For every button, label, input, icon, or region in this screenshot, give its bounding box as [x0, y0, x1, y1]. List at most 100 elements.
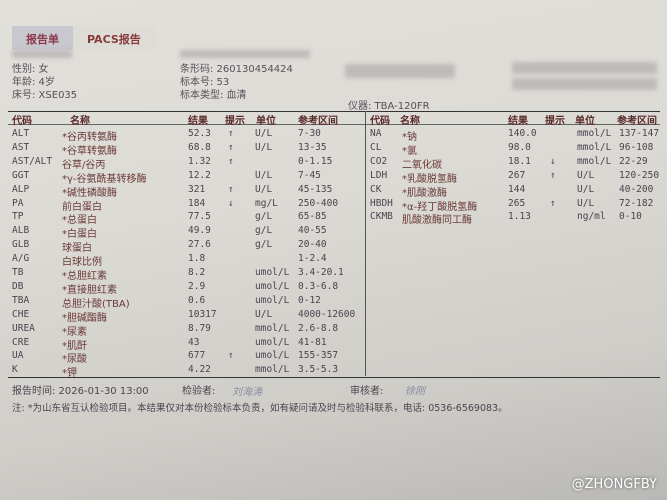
- row-name: *白蛋白: [62, 229, 97, 241]
- redacted-name: [12, 50, 72, 58]
- row-name: 球蛋白: [62, 243, 92, 255]
- row-unit: ng/ml: [577, 211, 606, 223]
- row-name: *总胆红素: [62, 271, 107, 282]
- redacted-time: [512, 62, 657, 74]
- row-unit: mmol/L: [255, 364, 290, 376]
- row-result: 8.2: [188, 267, 206, 278]
- row-hint: ↓: [228, 197, 234, 209]
- row-result: 184: [188, 197, 206, 209]
- row-code: PA: [12, 197, 24, 209]
- row-result: 98.0: [508, 141, 531, 153]
- row-range: 0-10: [619, 211, 642, 223]
- row-result: 1.8: [188, 253, 206, 265]
- row-range: 137-147: [619, 128, 660, 139]
- row-unit: g/L: [255, 239, 273, 251]
- row-range: 96-108: [619, 141, 654, 153]
- row-name: *肌酐: [62, 340, 87, 352]
- redacted-field: [512, 78, 657, 90]
- row-range: 72-182: [619, 197, 654, 209]
- row-unit: U/L: [255, 308, 273, 320]
- row-name: 白球比例: [62, 257, 102, 269]
- col-code-right: 代码: [370, 116, 390, 127]
- row-result: 140.0: [508, 128, 537, 139]
- row-result: 4.22: [188, 364, 211, 376]
- row-range: 40-55: [298, 225, 327, 237]
- row-range: 120-250: [619, 169, 660, 181]
- row-hint: ↑: [550, 169, 556, 181]
- report-time: 报告时间: 2026-01-30 13:00: [12, 386, 149, 397]
- redacted-id: [180, 50, 310, 58]
- row-code: CKMB: [370, 211, 393, 223]
- row-range: 4000-12600: [298, 308, 356, 320]
- row-code: A/G: [12, 253, 30, 265]
- row-unit: g/L: [255, 211, 273, 223]
- row-range: 13-35: [298, 141, 327, 153]
- row-unit: umol/L: [255, 336, 290, 348]
- row-range: 0-12: [298, 294, 321, 306]
- row-result: 68.8: [188, 141, 211, 153]
- row-code: UREA: [12, 322, 35, 334]
- row-code: CL: [370, 141, 382, 153]
- row-unit: umol/L: [255, 267, 290, 278]
- patient-gender: 性别: 女: [12, 64, 49, 75]
- row-range: 3.4-20.1: [298, 267, 344, 278]
- row-unit: U/L: [577, 197, 595, 209]
- row-name: *肌酸激酶: [402, 187, 447, 199]
- row-code: AST: [12, 141, 30, 153]
- row-name: *总蛋白: [62, 215, 97, 227]
- tab-pacs[interactable]: PACS报告: [73, 26, 155, 50]
- row-code: GGT: [12, 169, 30, 181]
- col-range-right: 参考区间: [617, 116, 657, 127]
- row-result: 43: [188, 336, 200, 348]
- row-result: 0.6: [188, 294, 206, 306]
- row-code: TBA: [12, 294, 30, 306]
- patient-bed: 床号: XSE035: [12, 90, 78, 101]
- row-result: 52.3: [188, 128, 211, 139]
- row-range: 7-45: [298, 169, 321, 181]
- row-range: 7-30: [298, 128, 321, 139]
- row-name: 二氧化碳: [402, 159, 442, 171]
- row-result: 265: [508, 197, 526, 209]
- col-range: 参考区间: [298, 116, 338, 127]
- footer-note: 注: *为山东省互认检验项目。本结果仅对本份检验标本负责，如有疑问请及时与检验科…: [12, 403, 508, 414]
- row-name: *直接胆红素: [62, 284, 117, 296]
- table-header: 代码 名称 结果 提示 单位 参考区间 代码 名称 结果 提示 单位 参考区间: [8, 111, 660, 127]
- sample-number: 标本号: 53: [180, 77, 230, 88]
- row-range: 20-40: [298, 239, 327, 251]
- row-hint: ↑: [228, 183, 234, 195]
- row-range: 40-200: [619, 183, 654, 195]
- col-name-right: 名称: [400, 116, 420, 127]
- row-name: 肌酸激酶同工酶: [402, 215, 472, 227]
- col-hint-right: 提示: [545, 116, 565, 127]
- row-range: 3.5-5.3: [298, 364, 339, 376]
- row-name: *尿酸: [62, 354, 87, 366]
- row-range: 1-2.4: [298, 253, 327, 265]
- row-code: LDH: [370, 169, 388, 181]
- row-hint: ↓: [550, 155, 556, 167]
- row-unit: U/L: [577, 183, 595, 195]
- col-unit-right: 单位: [575, 116, 595, 127]
- row-hint: ↑: [228, 128, 234, 139]
- row-code: K: [12, 364, 18, 376]
- row-name: *钾: [62, 368, 77, 380]
- row-result: 12.2: [188, 169, 211, 181]
- sample-type: 标本类型: 血清: [180, 90, 247, 101]
- row-unit: U/L: [255, 128, 273, 139]
- row-code: GLB: [12, 239, 30, 251]
- row-result: 10317: [188, 308, 217, 320]
- row-hint: ↑: [550, 197, 556, 209]
- row-result: 321: [188, 183, 206, 195]
- row-name: *尿素: [62, 326, 87, 338]
- tab-report[interactable]: 报告单: [12, 26, 73, 50]
- row-result: 8.79: [188, 322, 211, 334]
- row-result: 1.13: [508, 211, 531, 223]
- row-unit: mmol/L: [255, 322, 290, 334]
- col-name: 名称: [70, 116, 90, 127]
- row-range: 2.6-8.8: [298, 322, 339, 334]
- row-unit: mg/L: [255, 197, 278, 209]
- row-range: 250-400: [298, 197, 339, 209]
- row-unit: U/L: [255, 183, 273, 195]
- col-hint: 提示: [225, 116, 245, 127]
- row-name: *胆碱酯酶: [62, 312, 107, 324]
- row-range: 45-135: [298, 183, 333, 195]
